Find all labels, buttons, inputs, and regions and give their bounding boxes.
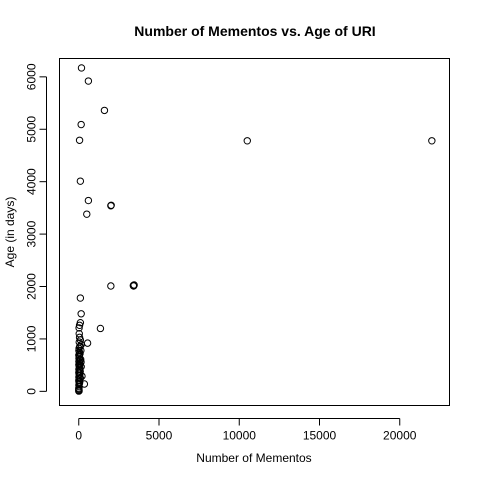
data-point bbox=[129, 282, 138, 290]
data-point bbox=[76, 374, 85, 382]
data-point bbox=[100, 106, 109, 115]
data-point bbox=[77, 64, 86, 72]
data-point bbox=[83, 339, 92, 347]
y-tick-label: 5000 bbox=[25, 116, 39, 143]
x-tick-label: 20000 bbox=[383, 429, 417, 443]
x-tick-label: 5000 bbox=[146, 429, 173, 443]
data-point bbox=[83, 210, 91, 218]
data-point bbox=[428, 137, 436, 145]
y-tick-label: 0 bbox=[25, 388, 39, 395]
data-point bbox=[77, 363, 85, 371]
data-point bbox=[76, 370, 84, 378]
y-tick-label: 1000 bbox=[25, 325, 39, 352]
data-point bbox=[75, 321, 84, 330]
x-tick-label: 15000 bbox=[303, 429, 337, 443]
y-axis-label: Age (in days) bbox=[3, 197, 17, 268]
y-tick-label: 6000 bbox=[25, 63, 39, 90]
y-tick-label: 3000 bbox=[25, 220, 39, 247]
data-point bbox=[76, 342, 84, 350]
data-point bbox=[75, 350, 84, 359]
data-point bbox=[77, 310, 85, 318]
data-point bbox=[243, 137, 251, 145]
data-point bbox=[96, 324, 105, 333]
y-tick-label: 2000 bbox=[25, 273, 39, 300]
data-point bbox=[77, 358, 85, 366]
data-point bbox=[107, 201, 115, 209]
data-point bbox=[76, 378, 84, 386]
x-axis-label: Number of Mementos bbox=[196, 451, 311, 465]
data-point bbox=[75, 387, 83, 395]
data-points bbox=[75, 64, 436, 395]
y-axis: 0 1000 2000 3000 4000 5000 6000 bbox=[25, 63, 47, 395]
data-point bbox=[76, 177, 85, 185]
data-point bbox=[76, 294, 85, 302]
chart-title: Number of Mementos vs. Age of URI bbox=[134, 23, 375, 39]
x-tick-label: 10000 bbox=[223, 429, 257, 443]
data-point bbox=[75, 329, 83, 338]
data-point bbox=[75, 136, 84, 144]
data-point bbox=[77, 346, 85, 355]
data-point bbox=[77, 120, 85, 129]
x-tick-label: 0 bbox=[75, 429, 82, 443]
data-point bbox=[107, 282, 115, 290]
plot-frame bbox=[59, 58, 450, 406]
data-point bbox=[84, 77, 93, 85]
data-point bbox=[75, 324, 83, 332]
y-tick-label: 4000 bbox=[25, 168, 39, 195]
data-point bbox=[76, 355, 85, 364]
x-axis: 0 5000 10000 15000 20000 bbox=[75, 418, 417, 443]
data-point bbox=[84, 196, 93, 205]
